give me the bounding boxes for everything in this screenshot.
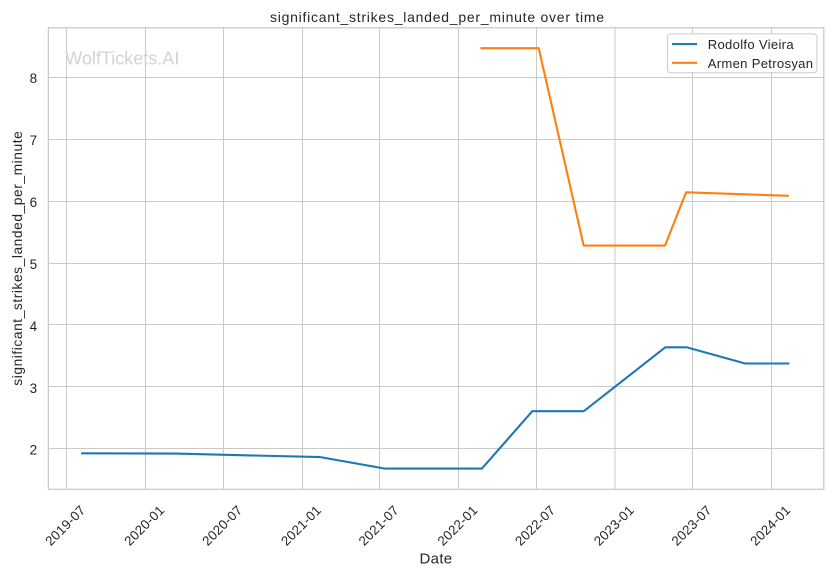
svg-text:Armen Petrosyan: Armen Petrosyan — [708, 56, 814, 71]
svg-text:2: 2 — [30, 443, 38, 458]
svg-text:Rodolfo Vieira: Rodolfo Vieira — [708, 37, 795, 52]
svg-text:3: 3 — [30, 381, 38, 396]
svg-text:7: 7 — [30, 133, 38, 148]
svg-text:4: 4 — [30, 319, 38, 334]
svg-text:5: 5 — [30, 257, 38, 272]
svg-text:Date: Date — [420, 551, 453, 568]
svg-text:significant_strikes_landed_per: significant_strikes_landed_per_minute — [10, 131, 25, 386]
svg-text:significant_strikes_landed_per: significant_strikes_landed_per_minute ov… — [270, 9, 605, 25]
svg-text:6: 6 — [30, 195, 38, 210]
svg-text:8: 8 — [30, 71, 38, 86]
svg-text:WolfTickets.AI: WolfTickets.AI — [65, 49, 179, 69]
